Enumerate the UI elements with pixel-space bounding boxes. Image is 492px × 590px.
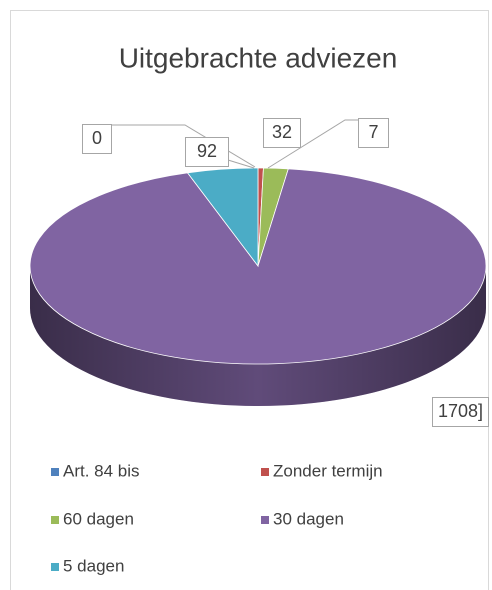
data-label-box [358, 118, 389, 148]
data-label: 32 [272, 122, 292, 142]
legend-marker [51, 516, 59, 524]
data-label-box [82, 124, 112, 154]
legend-marker [51, 468, 59, 476]
leader-line [111, 124, 256, 168]
data-label-box [263, 118, 301, 148]
data-label-box [185, 137, 229, 167]
legend-label: 30 dagen [273, 509, 344, 528]
leader-line [227, 159, 255, 169]
legend-marker [261, 468, 269, 476]
data-label: 92 [197, 141, 217, 161]
legend-label: 60 dagen [63, 509, 134, 528]
chart-title: Uitgebrachte adviezen [119, 42, 398, 73]
data-label: 0 [92, 128, 102, 148]
data-label: 7 [368, 122, 378, 142]
legend-label: Zonder termijn [273, 461, 383, 480]
data-label: 1708] [438, 401, 483, 421]
legend-label: 5 dagen [63, 556, 124, 575]
legend-marker [51, 563, 59, 571]
legend-label: Art. 84 bis [63, 461, 140, 480]
legend-marker [261, 516, 269, 524]
data-label-box [432, 397, 489, 427]
leader-line [267, 119, 358, 169]
pie-slice [186, 167, 259, 268]
pie-side-shade [30, 266, 486, 406]
